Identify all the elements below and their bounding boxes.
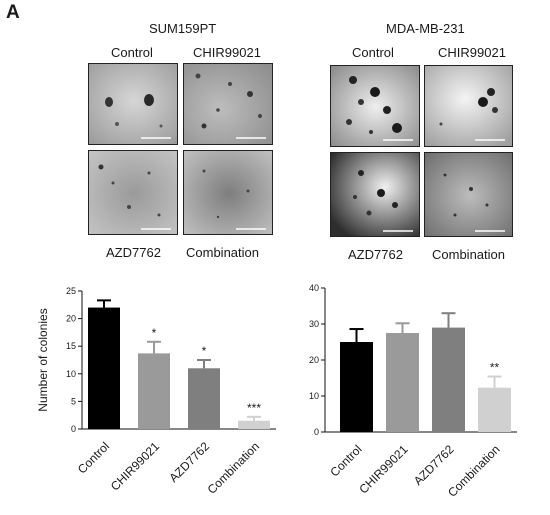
- category-label: Combination: [205, 439, 263, 497]
- left-group-title: SUM159PT: [149, 21, 217, 36]
- right-label-control: Control: [352, 45, 394, 60]
- y-tick-label: 15: [66, 341, 76, 351]
- micrograph-sum159pt-chir99021: [183, 63, 273, 145]
- bar: [478, 387, 511, 432]
- micrograph-mdamb231-chir99021: [424, 65, 513, 147]
- left-label-combination: Combination: [186, 245, 259, 260]
- significance-label: **: [490, 361, 500, 375]
- y-tick-label: 0: [314, 427, 319, 437]
- left-label-control: Control: [111, 45, 153, 60]
- bar-charts: 0 5 10 15 20 25 Number of colonies Control * CHIR…: [36, 283, 517, 500]
- y-tick-label: 20: [309, 355, 319, 365]
- category-label: AZD7762: [411, 442, 457, 488]
- micrograph-sum159pt-control: [88, 63, 178, 145]
- left-label-azd: AZD7762: [106, 245, 161, 260]
- y-axis-label: Number of colonies: [36, 308, 50, 411]
- y-tick-label: 0: [71, 424, 76, 434]
- bar: [340, 342, 373, 432]
- right-label-chir: CHIR99021: [438, 45, 506, 60]
- y-tick-label: 10: [309, 391, 319, 401]
- right-label-combination: Combination: [432, 247, 505, 262]
- category-label: AZD7762: [166, 439, 212, 485]
- significance-label: ***: [247, 401, 261, 415]
- category-label: CHIR99021: [356, 442, 410, 496]
- bar: [386, 333, 419, 432]
- bar: [432, 327, 465, 432]
- chart-sum159pt: 0 5 10 15 20 25 Number of colonies Control * CHIR…: [36, 286, 276, 497]
- y-tick-label: 30: [309, 319, 319, 329]
- category-label: Control: [327, 442, 364, 479]
- bar: [88, 307, 120, 429]
- y-tick-label: 5: [71, 396, 76, 406]
- right-group-title: MDA-MB-231: [386, 21, 465, 36]
- bar: [238, 420, 270, 429]
- micrograph-mdamb231-combination: [424, 152, 513, 237]
- bar: [188, 368, 220, 429]
- micrograph-sum159pt-combination: [183, 150, 273, 235]
- significance-label: *: [202, 344, 207, 358]
- bar: [138, 353, 170, 429]
- left-label-chir: CHIR99021: [193, 45, 261, 60]
- category-label: CHIR99021: [108, 439, 162, 493]
- micrograph-mdamb231-azd7762: [330, 152, 420, 237]
- micrograph-mdamb231-control: [330, 65, 420, 147]
- panel-letter: A: [6, 2, 20, 23]
- micrograph-sum159pt-azd7762: [88, 150, 178, 235]
- y-tick-label: 25: [66, 286, 76, 296]
- significance-label: *: [152, 326, 157, 340]
- y-tick-label: 10: [66, 369, 76, 379]
- y-tick-label: 20: [66, 314, 76, 324]
- y-tick-label: 40: [309, 283, 319, 293]
- right-label-azd: AZD7762: [348, 247, 403, 262]
- category-label: Control: [75, 439, 112, 476]
